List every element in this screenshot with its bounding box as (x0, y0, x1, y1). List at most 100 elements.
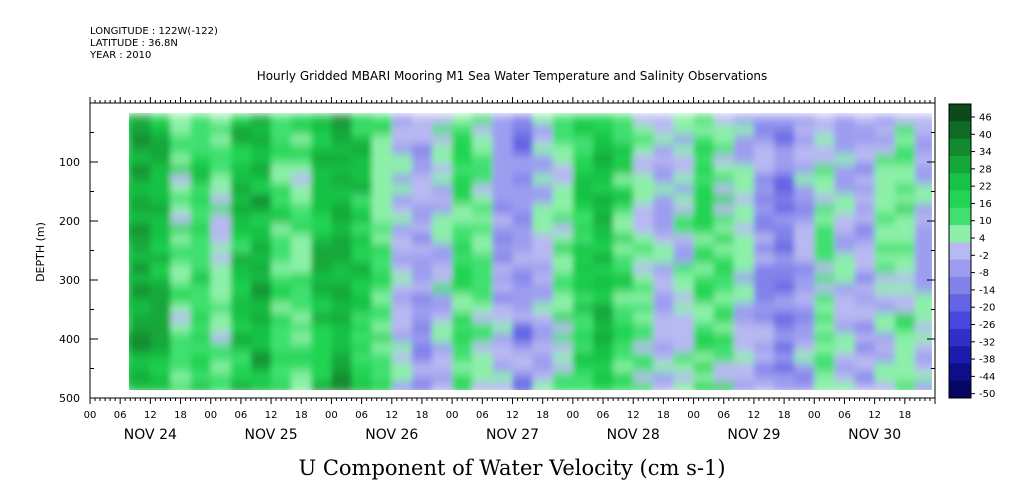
heat-cell (814, 342, 836, 354)
heat-cell (452, 253, 474, 265)
heat-cell (914, 233, 932, 245)
heat-cell (894, 144, 916, 156)
heat-cell (552, 273, 574, 285)
heat-cell (814, 372, 836, 384)
heat-cell (150, 154, 172, 166)
heat-cell (411, 332, 434, 344)
heat-cell (814, 233, 836, 245)
x-day-label: NOV 30 (848, 427, 901, 443)
heat-cell (753, 372, 776, 384)
heat-cell (854, 164, 876, 176)
heat-cell (854, 114, 876, 126)
heat-cell (230, 233, 252, 245)
heat-cell (271, 164, 293, 176)
heat-cell (653, 144, 675, 156)
heat-cell (411, 322, 434, 334)
heat-cell (894, 332, 916, 344)
heat-cell (391, 382, 413, 390)
heat-cell (552, 283, 574, 295)
heat-cell (130, 312, 152, 324)
heat-cell (854, 243, 876, 255)
heat-cell (552, 184, 574, 196)
heat-cell (774, 372, 796, 384)
heat-cell (170, 203, 192, 215)
heat-cell (874, 273, 896, 285)
heat-cell (733, 382, 755, 390)
heat-cell (170, 134, 192, 146)
heat-cell (129, 203, 132, 215)
heat-cell (472, 174, 494, 186)
heat-cell (371, 372, 393, 384)
heat-cell (854, 362, 876, 374)
heat-cell (130, 203, 152, 215)
heat-cell (894, 213, 916, 225)
heat-cell (230, 124, 252, 136)
heat-cell (874, 124, 896, 136)
heat-cell (311, 184, 333, 196)
heat-cell (894, 223, 916, 235)
x-hour-label: 12 (748, 410, 761, 421)
x-hour-label: 00 (84, 410, 97, 421)
heat-cell (129, 154, 132, 166)
heat-cell (271, 263, 293, 275)
heat-cell (834, 114, 856, 126)
colorbar-swatch (949, 346, 971, 364)
heat-cell (351, 253, 373, 265)
heat-cell (271, 134, 293, 146)
heat-cell (633, 293, 655, 304)
heat-cell (210, 372, 232, 384)
heat-cell (673, 372, 695, 384)
heat-cell (834, 293, 856, 304)
heat-cell (432, 362, 454, 374)
heat-cell (774, 293, 796, 304)
heat-cell (834, 134, 856, 146)
heat-cell (351, 144, 373, 156)
heat-cell (170, 283, 192, 295)
heat-cell (572, 124, 594, 136)
heat-cell (693, 203, 715, 215)
heat-cell (291, 283, 313, 295)
heat-cell (391, 174, 413, 186)
heat-cell (693, 243, 715, 255)
heat-cell (351, 213, 373, 225)
heat-cell (210, 273, 232, 285)
heat-cell (492, 293, 514, 304)
heat-cell (633, 134, 655, 146)
heat-cell (512, 134, 534, 146)
heat-cell (592, 213, 615, 225)
heat-cell (572, 352, 594, 364)
heat-cell (291, 174, 313, 186)
heat-cell (713, 203, 735, 215)
heat-cell (371, 263, 393, 275)
heat-cell (230, 352, 252, 364)
heat-cell (552, 322, 574, 334)
heat-cell (210, 114, 232, 126)
heat-cell (351, 194, 373, 205)
heat-cell (291, 134, 313, 146)
heat-cell (854, 194, 876, 205)
heat-cell (733, 253, 755, 265)
heat-cell (452, 233, 474, 245)
heat-cell (291, 253, 313, 265)
heat-cell (572, 154, 594, 166)
colorbar: 46 40 34 28 22 16 10 4 -2 -8 -14 -20 -26 -32 -38 -44 -50 (948, 103, 995, 400)
heat-cell (633, 372, 655, 384)
heat-cell (150, 263, 172, 275)
heat-cell (693, 332, 715, 344)
heat-cell (190, 164, 212, 176)
heat-cell (391, 263, 413, 275)
heat-cell (291, 302, 313, 314)
heat-cell (150, 302, 172, 314)
heat-cell (492, 382, 514, 390)
heat-cell (874, 352, 896, 364)
heat-cell (411, 293, 434, 304)
heat-cell (512, 154, 534, 166)
x-hour-label: 00 (446, 410, 459, 421)
heat-cell (190, 283, 212, 295)
heat-cell (693, 124, 715, 136)
heat-cell (613, 243, 635, 255)
heat-cell (311, 372, 333, 384)
heat-cell (552, 213, 574, 225)
heat-cell (472, 382, 494, 390)
heat-cell (653, 164, 675, 176)
